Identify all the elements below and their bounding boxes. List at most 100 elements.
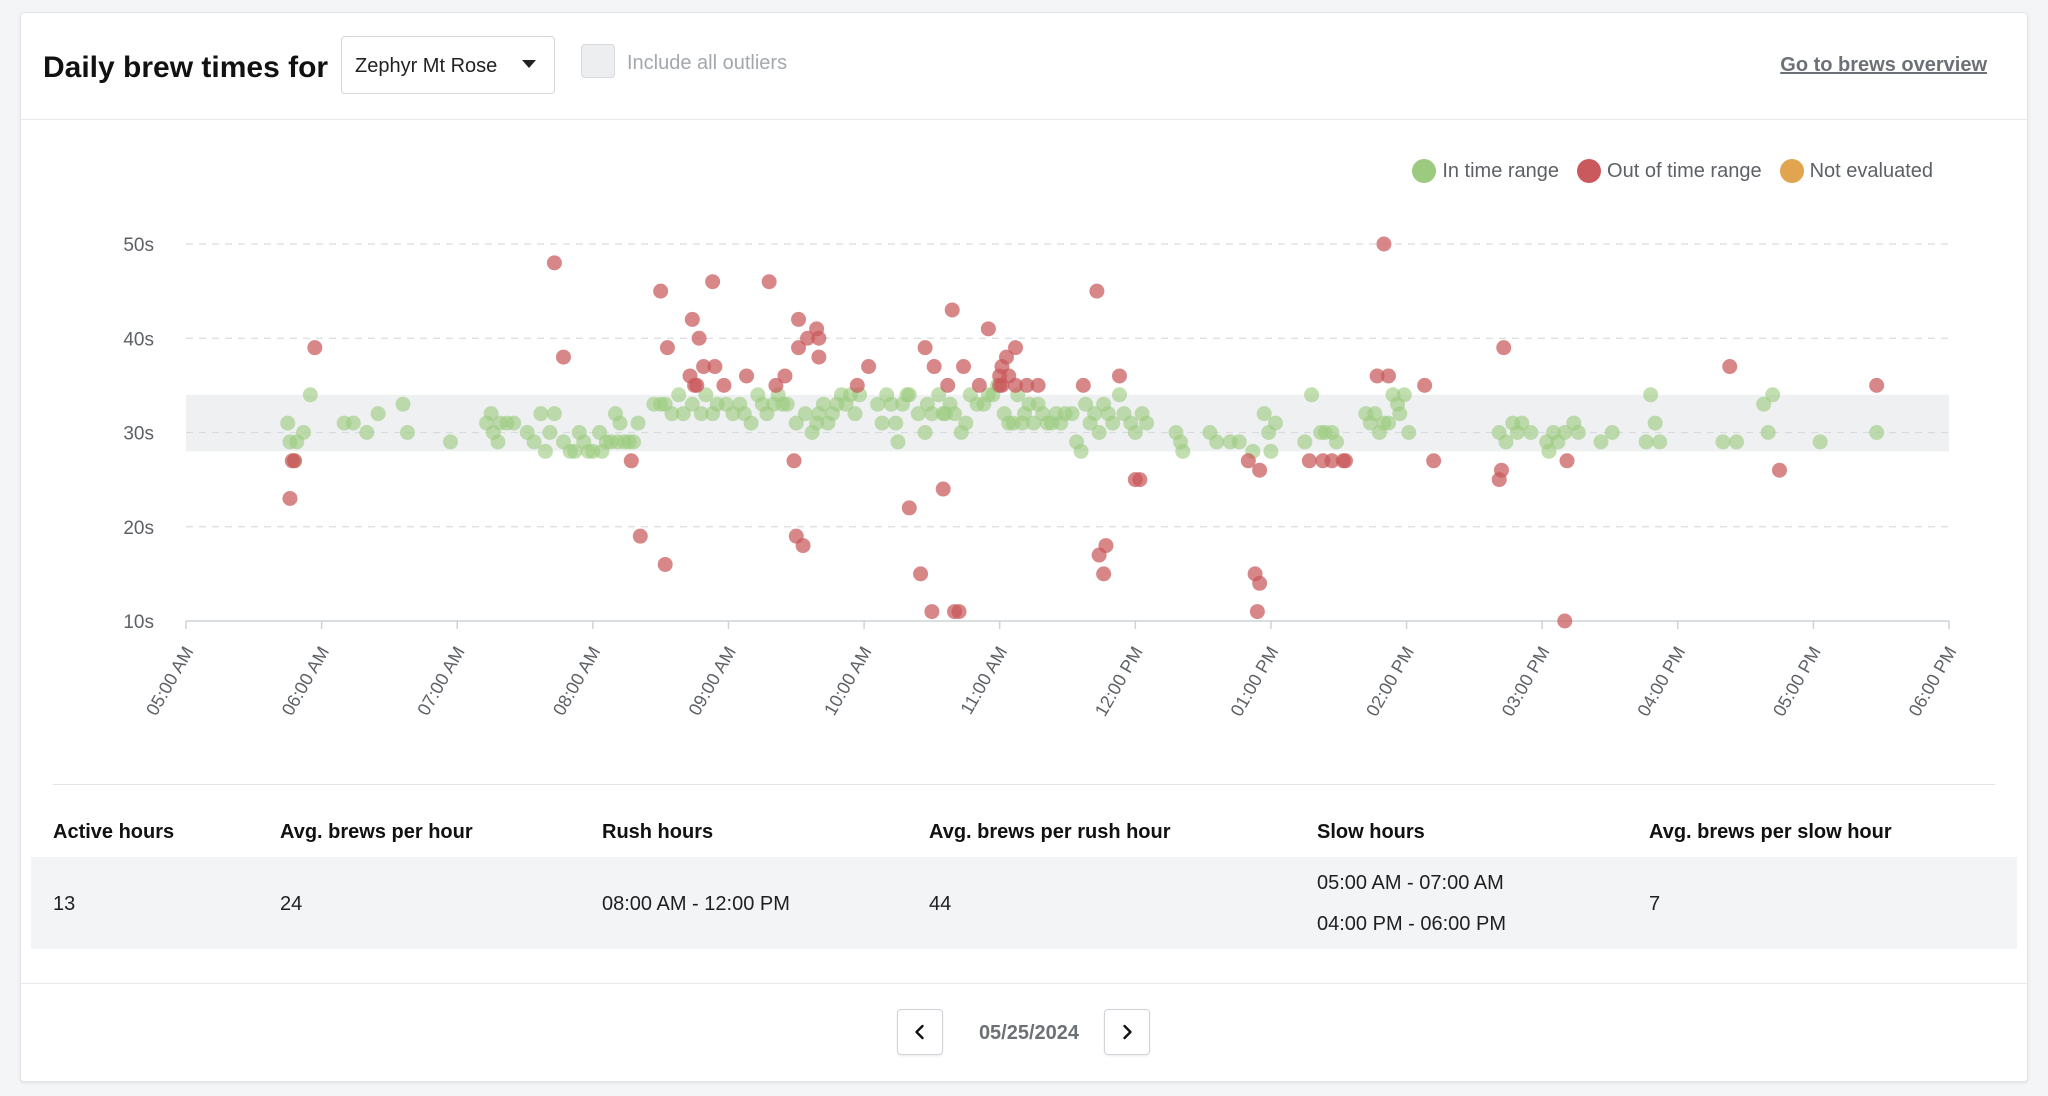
out-of-time-range-point[interactable] (1096, 566, 1112, 582)
out-of-time-range-point[interactable] (777, 368, 793, 384)
in-time-range-point[interactable] (1139, 415, 1155, 431)
in-time-range-point[interactable] (874, 415, 890, 431)
out-of-time-range-point[interactable] (1496, 340, 1512, 356)
in-time-range-point[interactable] (847, 406, 863, 422)
out-of-time-range-point[interactable] (1417, 377, 1433, 393)
in-time-range-point[interactable] (533, 406, 549, 422)
out-of-time-range-point[interactable] (1338, 453, 1354, 469)
out-of-time-range-point[interactable] (940, 377, 956, 393)
out-of-time-range-point[interactable] (1426, 453, 1442, 469)
out-of-time-range-point[interactable] (944, 302, 960, 318)
in-time-range-point[interactable] (958, 415, 974, 431)
out-of-time-range-point[interactable] (705, 274, 721, 290)
out-of-time-range-point[interactable] (1557, 613, 1573, 629)
out-of-time-range-point[interactable] (924, 604, 940, 620)
out-of-time-range-point[interactable] (716, 377, 732, 393)
in-time-range-point[interactable] (370, 406, 386, 422)
out-of-time-range-point[interactable] (307, 340, 323, 356)
out-of-time-range-point[interactable] (1324, 453, 1340, 469)
legend-item-in-range[interactable]: In time range (1412, 159, 1559, 183)
legend-item-not-evaluated[interactable]: Not evaluated (1779, 159, 1933, 183)
out-of-time-range-point[interactable] (935, 481, 951, 497)
out-of-time-range-point[interactable] (811, 330, 827, 346)
out-of-time-range-point[interactable] (691, 330, 707, 346)
out-of-time-range-point[interactable] (956, 359, 972, 375)
in-time-range-point[interactable] (1064, 406, 1080, 422)
out-of-time-range-point[interactable] (926, 359, 942, 375)
in-time-range-point[interactable] (924, 406, 940, 422)
in-time-range-point[interactable] (901, 387, 917, 403)
out-of-time-range-point[interactable] (1008, 377, 1024, 393)
out-of-time-range-point[interactable] (632, 528, 648, 544)
in-time-range-point[interactable] (1756, 396, 1772, 412)
out-of-time-range-point[interactable] (917, 340, 933, 356)
in-time-range-point[interactable] (1498, 434, 1514, 450)
in-time-range-point[interactable] (1392, 406, 1408, 422)
out-of-time-range-point[interactable] (1369, 368, 1385, 384)
out-of-time-range-point[interactable] (555, 349, 571, 365)
next-day-button[interactable] (1104, 1009, 1150, 1055)
in-time-range-point[interactable] (1765, 387, 1781, 403)
in-time-range-point[interactable] (442, 434, 458, 450)
in-time-range-point[interactable] (779, 396, 795, 412)
out-of-time-range-point[interactable] (1240, 453, 1256, 469)
in-time-range-point[interactable] (490, 434, 506, 450)
in-time-range-point[interactable] (400, 425, 416, 440)
out-of-time-range-point[interactable] (696, 359, 712, 375)
in-time-range-point[interactable] (1328, 434, 1344, 450)
in-time-range-point[interactable] (698, 387, 714, 403)
in-time-range-point[interactable] (302, 387, 318, 403)
in-time-range-point[interactable] (1570, 425, 1586, 440)
in-time-range-point[interactable] (1127, 425, 1143, 440)
in-time-range-point[interactable] (671, 387, 687, 403)
in-time-range-point[interactable] (1869, 425, 1885, 440)
machine-select[interactable]: Zephyr Mt Rose (341, 36, 555, 94)
in-time-range-point[interactable] (526, 434, 542, 450)
in-time-range-point[interactable] (1647, 415, 1663, 431)
out-of-time-range-point[interactable] (761, 274, 777, 290)
out-of-time-range-point[interactable] (286, 453, 302, 469)
legend-item-out-range[interactable]: Out of time range (1577, 159, 1762, 183)
in-time-range-point[interactable] (296, 425, 312, 440)
in-time-range-point[interactable] (1514, 415, 1530, 431)
out-of-time-range-point[interactable] (659, 340, 675, 356)
in-time-range-point[interactable] (483, 406, 499, 422)
in-time-range-point[interactable] (345, 415, 361, 431)
out-of-time-range-point[interactable] (998, 349, 1014, 365)
in-time-range-point[interactable] (1715, 434, 1731, 450)
out-of-time-range-point[interactable] (1008, 340, 1024, 356)
in-time-range-point[interactable] (546, 406, 562, 422)
out-of-time-range-point[interactable] (800, 330, 816, 346)
in-time-range-point[interactable] (542, 425, 558, 440)
out-of-time-range-point[interactable] (1019, 377, 1035, 393)
in-time-range-point[interactable] (1652, 434, 1668, 450)
in-time-range-point[interactable] (1263, 443, 1279, 459)
previous-day-button[interactable] (897, 1009, 943, 1055)
in-time-range-point[interactable] (359, 425, 375, 440)
in-time-range-point[interactable] (1111, 387, 1127, 403)
in-time-range-point[interactable] (1593, 434, 1609, 450)
out-of-time-range-point[interactable] (1132, 472, 1148, 488)
in-time-range-point[interactable] (883, 396, 899, 412)
in-time-range-point[interactable] (1231, 434, 1247, 450)
in-time-range-point[interactable] (1557, 425, 1573, 440)
out-of-time-range-point[interactable] (1301, 453, 1317, 469)
in-time-range-point[interactable] (917, 425, 933, 440)
out-of-time-range-point[interactable] (1722, 359, 1738, 375)
out-of-time-range-point[interactable] (623, 453, 639, 469)
in-time-range-point[interactable] (612, 415, 628, 431)
out-of-time-range-point[interactable] (1098, 538, 1114, 554)
out-of-time-range-point[interactable] (980, 321, 996, 337)
in-time-range-point[interactable] (395, 396, 411, 412)
out-of-time-range-point[interactable] (791, 340, 807, 356)
out-of-time-range-point[interactable] (951, 604, 967, 620)
out-of-time-range-point[interactable] (1089, 283, 1105, 299)
out-of-time-range-point[interactable] (861, 359, 877, 375)
out-of-time-range-point[interactable] (1380, 368, 1396, 384)
in-time-range-point[interactable] (1380, 415, 1396, 431)
in-time-range-point[interactable] (1541, 443, 1557, 459)
in-time-range-point[interactable] (870, 396, 886, 412)
in-time-range-point[interactable] (1256, 406, 1272, 422)
out-of-time-range-point[interactable] (1252, 462, 1268, 478)
in-time-range-point[interactable] (664, 406, 680, 422)
